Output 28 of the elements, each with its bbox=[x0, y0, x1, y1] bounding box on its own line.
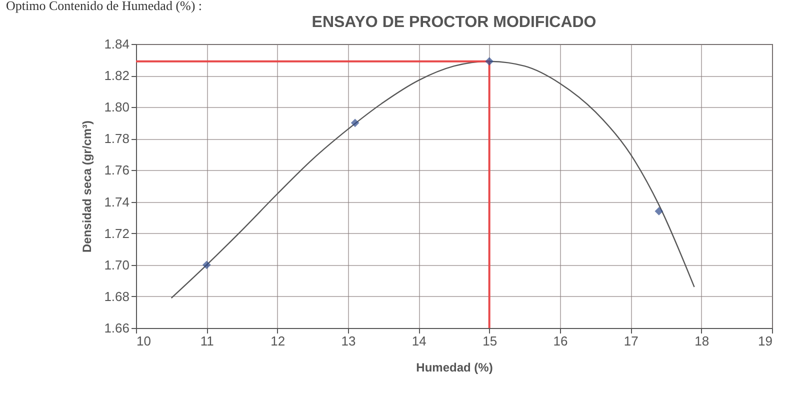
x-tick-label: 17 bbox=[624, 334, 638, 348]
x-tick-label: 10 bbox=[136, 334, 151, 348]
text: Optimo Contenido de Humedad (%) : bbox=[6, 0, 202, 14]
x-tick-label: 13 bbox=[341, 334, 356, 348]
y-tick-label: 1.74 bbox=[104, 194, 130, 210]
y-axis-title: Densidad seca (gr/cm³) bbox=[80, 120, 94, 253]
y-tick-label: 1.78 bbox=[104, 131, 130, 146]
point bbox=[654, 207, 664, 216]
x-tick-label: 14 bbox=[412, 334, 426, 348]
y-tick-label: 1.80 bbox=[104, 100, 130, 115]
x-tick-label: 19 bbox=[758, 334, 772, 348]
point bbox=[202, 260, 211, 270]
y-tick-label: 1.68 bbox=[104, 288, 130, 304]
x-tick-label: 11 bbox=[200, 334, 214, 348]
y-tick-label: 1.76 bbox=[104, 162, 130, 178]
y-tick-label: 1.66 bbox=[104, 320, 130, 336]
chart-title: ENSAYO DE PROCTOR MODIFICADO bbox=[312, 14, 596, 31]
y-tick-label: 1.82 bbox=[104, 68, 130, 84]
x-tick-label: 15 bbox=[482, 334, 498, 348]
x-axis-title: Humedad (%) bbox=[416, 360, 493, 374]
x-tick-label: 12 bbox=[270, 334, 286, 348]
point bbox=[485, 57, 494, 66]
point bbox=[350, 118, 360, 128]
y-tick-label: 1.84 bbox=[104, 36, 130, 52]
x-tick-label: 18 bbox=[694, 334, 710, 348]
y-tick-label: 1.72 bbox=[104, 226, 130, 241]
y-tick-label: 1.70 bbox=[104, 257, 130, 272]
x-tick-label: 16 bbox=[553, 334, 568, 348]
